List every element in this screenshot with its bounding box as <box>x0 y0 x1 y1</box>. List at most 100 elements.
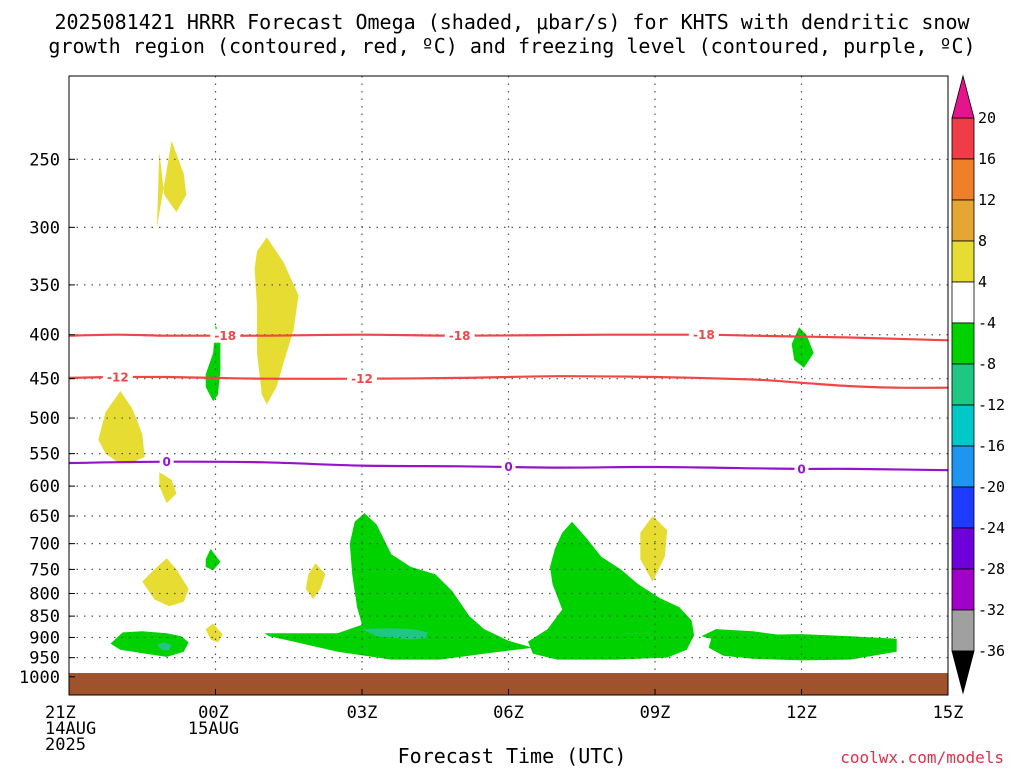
colorbar-tick--28: -28 <box>978 560 1005 578</box>
colorbar-bin--36-to--32 <box>951 609 975 652</box>
y-tick-label-900: 900 <box>29 628 60 648</box>
omega-region-4 <box>159 472 177 504</box>
omega-region-2 <box>254 237 299 405</box>
colorbar-over-triangle <box>951 74 975 119</box>
colorbar-bin-8-to-12 <box>951 199 975 242</box>
y-tick-label-750: 750 <box>29 560 60 580</box>
omega-region-12 <box>110 631 189 657</box>
colorbar-tick-4: 4 <box>978 273 987 291</box>
y-tick-label-250: 250 <box>29 150 60 170</box>
colorbar-bin--20-to--16 <box>951 445 975 488</box>
colorbar-under-triangle <box>951 650 975 695</box>
chart-title-line-1: 2025081421 HRRR Forecast Omega (shaded, … <box>54 10 970 34</box>
contour-label--12: -12 <box>351 372 373 386</box>
contour-label-0: 0 <box>162 455 170 469</box>
omega-region-13 <box>264 513 533 660</box>
y-tick-label-1000: 1000 <box>19 668 60 688</box>
colorbar-bin-12-to-16 <box>951 158 975 201</box>
y-tick-label-400: 400 <box>29 326 60 346</box>
omega-region-9 <box>205 325 221 402</box>
y-tick-label-600: 600 <box>29 477 60 497</box>
x-tick-label-09Z: 09Z <box>640 703 671 723</box>
y-tick-label-700: 700 <box>29 535 60 555</box>
contour-label-bg <box>210 328 241 343</box>
x-tick-label-2025: 2025 <box>45 735 86 755</box>
y-tick-label-350: 350 <box>29 276 60 296</box>
colorbar-bin--16-to--12 <box>951 404 975 447</box>
colorbar-bin--4-to-4 <box>951 281 975 324</box>
x-tick-label-12Z: 12Z <box>786 703 817 723</box>
colorbar-tick-12: 12 <box>978 191 996 209</box>
y-tick-label-850: 850 <box>29 607 60 627</box>
colorbar-tick--24: -24 <box>978 519 1005 537</box>
x-tick-label-03Z: 03Z <box>347 703 378 723</box>
colorbar-tick--32: -32 <box>978 601 1005 619</box>
y-tick-label-300: 300 <box>29 218 60 238</box>
contour-label-0: 0 <box>504 460 512 474</box>
contour-label-0: 0 <box>797 462 805 476</box>
colorbar-bin--32-to--28 <box>951 568 975 611</box>
x-tick-label-14AUG: 14AUG <box>45 719 96 739</box>
x-tick-label-21Z: 21Z <box>45 703 76 723</box>
ground-layer <box>69 673 948 695</box>
omega-region-1 <box>156 140 187 228</box>
colorbar-tick--20: -20 <box>978 478 1005 496</box>
x-tick-label-00Z: 00Z <box>198 703 229 723</box>
credit-link[interactable]: coolwx.com/models <box>840 748 1004 767</box>
colorbar-tick--16: -16 <box>978 437 1005 455</box>
colorbar: 20 16 12 8 4 -4 -8 -12 -16 -20 -24 -28 -32 -36 <box>951 74 1005 695</box>
contour-label--12: -12 <box>107 371 129 385</box>
y-tick-label-650: 650 <box>29 507 60 527</box>
colorbar-bin--12-to--8 <box>951 363 975 406</box>
contour-label-bg <box>444 328 475 343</box>
colorbar-bin--8-to--4 <box>951 322 975 365</box>
colorbar-tick--36: -36 <box>978 642 1005 660</box>
contour-label--18: -18 <box>449 329 471 343</box>
colorbar-tick--8: -8 <box>978 355 996 373</box>
contour-label-bg <box>347 371 377 386</box>
colorbar-tick-20: 20 <box>978 109 996 127</box>
omega-region-5 <box>142 558 189 607</box>
contour-label-bg <box>794 461 809 476</box>
colorbar-bin--28-to--24 <box>951 527 975 570</box>
grid-lines <box>69 76 948 695</box>
omega-region-11 <box>205 548 221 571</box>
y-tick-label-550: 550 <box>29 445 60 465</box>
contour-label--18: -18 <box>693 328 715 342</box>
omega-region-6 <box>305 563 326 599</box>
omega-region-16 <box>362 628 428 640</box>
y-tick-label-800: 800 <box>29 584 60 604</box>
omega-region-3 <box>98 391 145 463</box>
x-axis-label: Forecast Time (UTC) <box>397 744 627 768</box>
colorbar-bin--24-to--20 <box>951 486 975 529</box>
contour-label--18: -18 <box>214 329 236 343</box>
y-tick-label-500: 500 <box>29 409 60 429</box>
pressure-axis: 2503003504004505005506006507007508008509… <box>19 150 75 688</box>
x-tick-label-15Z: 15Z <box>933 703 964 723</box>
contour-label-bg <box>159 454 174 469</box>
omega-region-7 <box>205 623 223 643</box>
y-tick-label-950: 950 <box>29 649 60 669</box>
contour-label-bg <box>688 327 719 342</box>
contour-line--18 <box>68 333 949 342</box>
x-tick-label-15AUG: 15AUG <box>188 719 239 739</box>
contour-line--12 <box>68 375 949 389</box>
contour-label-bg <box>501 459 516 474</box>
ground-fill <box>69 673 948 695</box>
colorbar-tick-8: 8 <box>978 232 987 250</box>
omega-shading-layer <box>98 140 897 661</box>
omega-region-8 <box>640 516 668 582</box>
omega-region-14 <box>528 521 695 660</box>
omega-region-17 <box>156 642 172 651</box>
x-tick-label-06Z: 06Z <box>493 703 524 723</box>
omega-region-15 <box>701 629 897 661</box>
chart-title-line-2: growth region (contoured, red, ºC) and f… <box>48 34 976 58</box>
contour-label-bg <box>102 370 133 385</box>
colorbar-bin-16-to-20 <box>951 117 975 160</box>
contour-layer: -18 -18 -18 -12 -12 0 0 0 <box>68 327 949 476</box>
omega-region-10 <box>791 327 814 368</box>
colorbar-tick--4: -4 <box>978 314 996 332</box>
colorbar-bin-4-to-8 <box>951 240 975 283</box>
